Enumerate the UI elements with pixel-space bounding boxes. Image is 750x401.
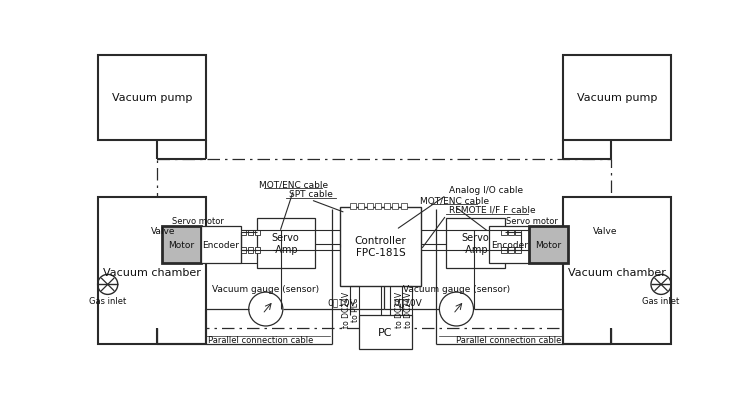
Bar [241,230,247,235]
Bar [446,219,505,269]
Bar [98,198,206,344]
Bar [375,203,381,209]
Text: Vacuum chamber: Vacuum chamber [103,267,201,277]
Text: Parallel connection cable: Parallel connection cable [208,336,313,344]
Text: Servo motor: Servo motor [506,217,557,225]
Text: Gas inlet: Gas inlet [89,296,126,305]
Bar [502,230,507,235]
Text: to DC24V: to DC24V [342,291,351,327]
Bar [509,230,514,235]
Text: MOT/ENC cable: MOT/ENC cable [260,180,328,189]
Text: 0～10V: 0～10V [327,297,356,306]
Text: Valve: Valve [593,227,617,235]
Bar [255,248,260,253]
Bar [358,316,412,349]
Bar [400,203,406,209]
Text: Encoder: Encoder [490,240,528,249]
Bar [255,230,260,235]
Bar [489,226,530,263]
Bar [515,230,520,235]
Text: Motor: Motor [536,240,562,249]
Bar [98,56,206,140]
Text: Servo motor: Servo motor [172,217,224,225]
Text: Valve: Valve [152,227,176,235]
Bar [248,248,254,253]
Text: Gas inlet: Gas inlet [643,296,680,305]
Bar [248,230,254,235]
Bar [241,248,247,253]
Text: PC: PC [378,327,392,337]
Text: to DC24V: to DC24V [394,291,404,327]
Bar [515,248,520,253]
Text: Servo
-Amp: Servo -Amp [272,233,299,254]
Bar [256,219,315,269]
Text: Vacuum gauge (sensor): Vacuum gauge (sensor) [403,284,510,293]
Text: Encoder: Encoder [202,240,239,249]
Text: Analog I/O cable: Analog I/O cable [448,185,523,194]
Bar [502,248,507,253]
Bar [562,198,671,344]
Bar [367,203,373,209]
Bar [162,226,201,263]
Bar [530,226,568,263]
Bar [158,160,611,328]
Bar [562,56,671,140]
Text: 0～10V: 0～10V [393,297,422,306]
Text: Vacuum pump: Vacuum pump [112,93,192,103]
Bar [358,203,364,209]
Text: to DC24V: to DC24V [404,291,413,327]
Bar [392,203,398,209]
Bar [509,248,514,253]
Text: SPT cable: SPT cable [289,190,333,198]
Text: Parallel connection cable: Parallel connection cable [456,336,561,344]
Text: Controller
FPC-181S: Controller FPC-181S [355,235,407,257]
Text: REMOTE I/F F cable: REMOTE I/F F cable [448,205,536,214]
Bar [383,203,390,209]
Text: to PLC: to PLC [351,297,360,321]
Text: Vacuum chamber: Vacuum chamber [568,267,666,277]
Text: MOT/ENC cable: MOT/ENC cable [419,196,489,205]
Bar [340,208,421,286]
Text: Vacuum pump: Vacuum pump [577,93,657,103]
Bar [350,203,355,209]
Text: Servo
-Amp: Servo -Amp [461,233,489,254]
Text: Motor: Motor [168,240,194,249]
Text: Vacuum gauge (sensor): Vacuum gauge (sensor) [212,284,320,293]
Bar [201,226,241,263]
